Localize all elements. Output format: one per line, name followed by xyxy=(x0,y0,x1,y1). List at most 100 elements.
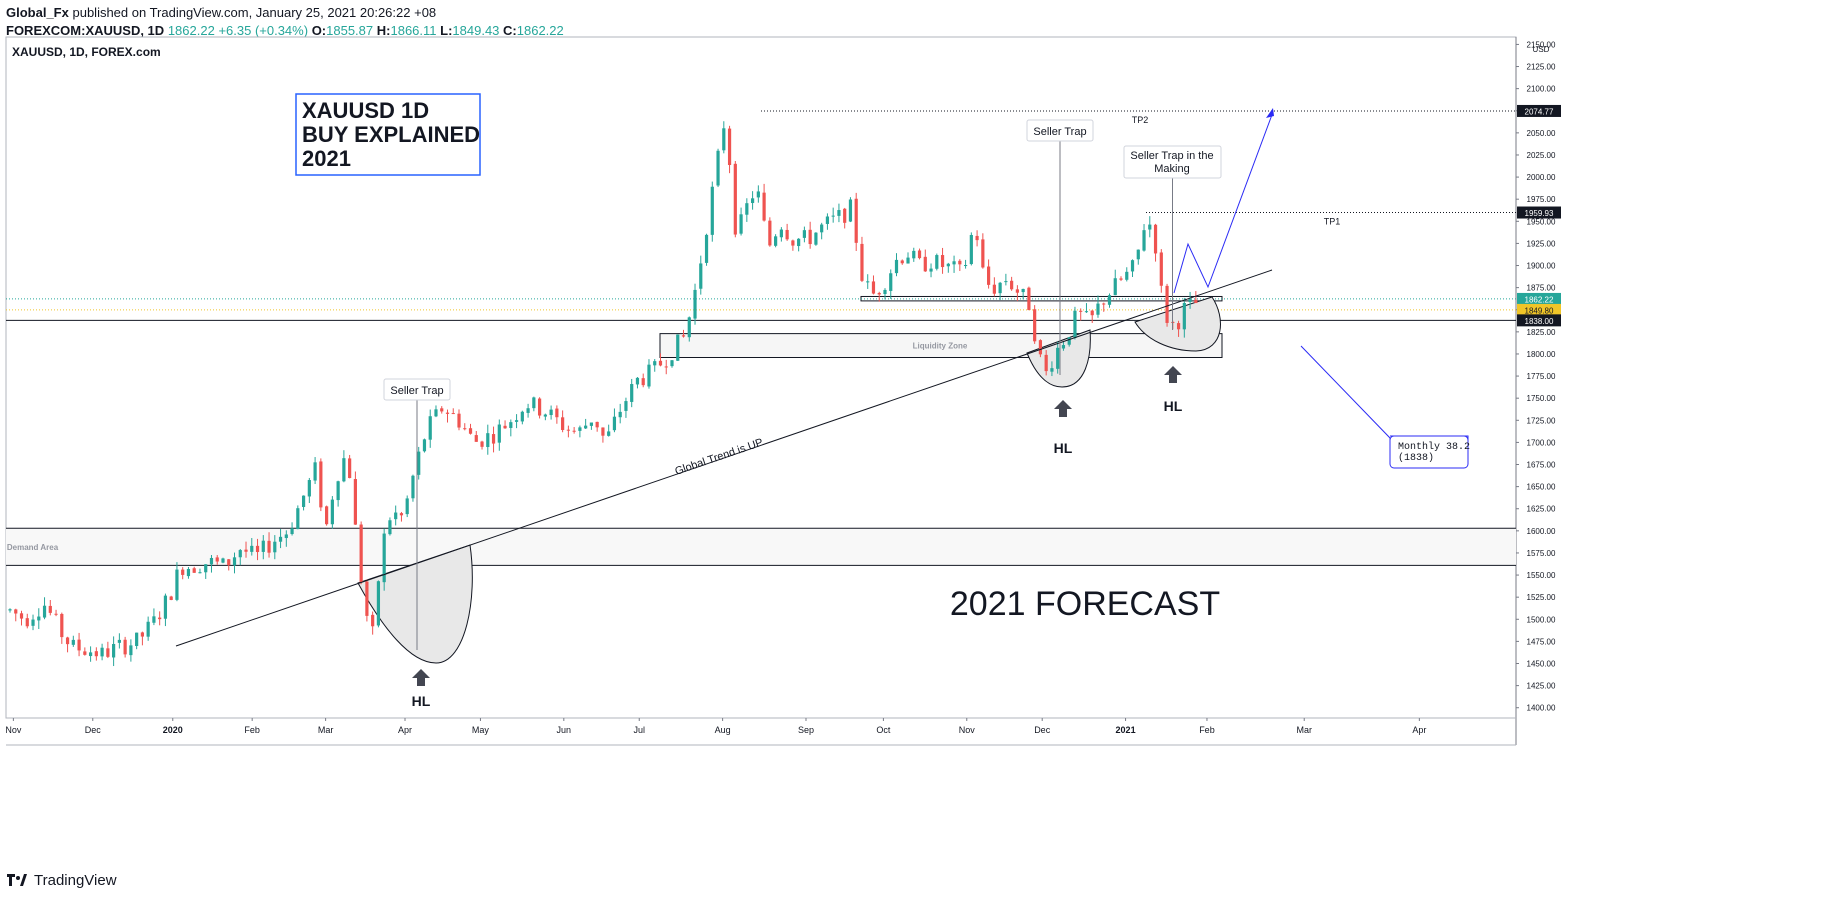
candle[interactable] xyxy=(969,232,973,266)
candle[interactable] xyxy=(1194,291,1198,304)
candle[interactable] xyxy=(1142,224,1146,252)
candle[interactable] xyxy=(307,477,311,504)
candle[interactable] xyxy=(733,161,737,238)
candle[interactable] xyxy=(146,616,150,641)
candle[interactable] xyxy=(509,419,513,437)
candle[interactable] xyxy=(814,232,818,246)
candle[interactable] xyxy=(1159,249,1163,293)
candle[interactable] xyxy=(987,259,991,289)
candle[interactable] xyxy=(1182,297,1186,338)
candle[interactable] xyxy=(641,373,645,388)
candle[interactable] xyxy=(1176,320,1181,337)
candle[interactable] xyxy=(313,457,317,485)
candle[interactable] xyxy=(267,532,271,558)
candle[interactable] xyxy=(808,221,812,249)
candle[interactable] xyxy=(186,566,191,579)
candle[interactable] xyxy=(561,410,565,433)
candle[interactable] xyxy=(704,233,709,266)
candle[interactable] xyxy=(1136,249,1140,265)
candle[interactable] xyxy=(123,636,127,658)
candle[interactable] xyxy=(1113,269,1117,296)
candle[interactable] xyxy=(866,274,870,289)
candle[interactable] xyxy=(1090,310,1094,324)
candle[interactable] xyxy=(687,316,691,342)
candle[interactable] xyxy=(877,291,881,302)
candle[interactable] xyxy=(204,564,208,579)
candle[interactable] xyxy=(255,538,260,561)
candle[interactable] xyxy=(181,567,185,580)
candle[interactable] xyxy=(802,226,806,243)
candle[interactable] xyxy=(192,566,196,573)
candle[interactable] xyxy=(486,424,490,455)
candle[interactable] xyxy=(221,557,225,564)
candle[interactable] xyxy=(301,495,306,511)
candle[interactable] xyxy=(77,632,81,657)
candle[interactable] xyxy=(566,425,570,438)
candle[interactable] xyxy=(428,409,432,448)
candle[interactable] xyxy=(491,426,496,453)
candle[interactable] xyxy=(653,359,657,372)
candle[interactable] xyxy=(1102,302,1106,312)
candle[interactable] xyxy=(37,608,41,630)
candle[interactable] xyxy=(906,252,910,264)
candle[interactable] xyxy=(635,377,640,389)
candle[interactable] xyxy=(837,203,841,223)
plot-area[interactable] xyxy=(5,36,1517,719)
candle[interactable] xyxy=(1096,295,1100,318)
candle[interactable] xyxy=(727,125,732,174)
candle[interactable] xyxy=(1073,306,1077,340)
candle[interactable] xyxy=(774,234,778,248)
candle[interactable] xyxy=(963,259,968,269)
candle[interactable] xyxy=(457,409,461,431)
candle[interactable] xyxy=(768,217,772,247)
candle[interactable] xyxy=(831,207,835,223)
candle[interactable] xyxy=(889,269,893,299)
candle[interactable] xyxy=(42,597,47,620)
candle[interactable] xyxy=(394,505,398,526)
price-axis[interactable]: 1400.00 1425.00 1450.00 1475.00 1500.00 1525.… xyxy=(1516,40,1561,713)
candle[interactable] xyxy=(676,334,680,361)
candle[interactable] xyxy=(1010,276,1014,291)
candle[interactable] xyxy=(250,538,254,556)
candle[interactable] xyxy=(1067,337,1071,347)
candle[interactable] xyxy=(1015,285,1019,302)
candle[interactable] xyxy=(140,631,144,646)
candle[interactable] xyxy=(526,403,530,418)
candle[interactable] xyxy=(480,440,484,450)
candle[interactable] xyxy=(722,121,726,154)
candle[interactable] xyxy=(359,521,363,585)
candle[interactable] xyxy=(451,408,455,415)
candle[interactable] xyxy=(520,410,524,425)
candle[interactable] xyxy=(376,580,381,628)
candle[interactable] xyxy=(1027,286,1031,311)
candle[interactable] xyxy=(825,213,830,230)
candle[interactable] xyxy=(474,431,478,442)
candle[interactable] xyxy=(693,283,697,325)
candle[interactable] xyxy=(923,249,927,272)
candle[interactable] xyxy=(612,408,617,433)
candle[interactable] xyxy=(83,647,87,656)
candle[interactable] xyxy=(100,643,104,661)
candle[interactable] xyxy=(595,421,599,432)
candle[interactable] xyxy=(342,450,346,483)
candles[interactable] xyxy=(8,121,1198,667)
candle[interactable] xyxy=(549,405,553,420)
candle[interactable] xyxy=(514,414,519,429)
candle[interactable] xyxy=(1188,291,1192,309)
candle[interactable] xyxy=(365,579,369,622)
candle[interactable] xyxy=(992,277,996,297)
candle[interactable] xyxy=(664,359,668,375)
candle[interactable] xyxy=(8,608,12,613)
candle[interactable] xyxy=(584,418,588,430)
candle[interactable] xyxy=(290,522,294,536)
candle[interactable] xyxy=(399,511,404,522)
candle[interactable] xyxy=(589,422,594,430)
candle[interactable] xyxy=(900,259,904,265)
candle[interactable] xyxy=(981,233,985,269)
candle[interactable] xyxy=(1056,341,1060,374)
candle[interactable] xyxy=(152,608,156,626)
candle[interactable] xyxy=(750,191,755,210)
candle[interactable] xyxy=(371,611,375,635)
candle[interactable] xyxy=(601,427,605,443)
